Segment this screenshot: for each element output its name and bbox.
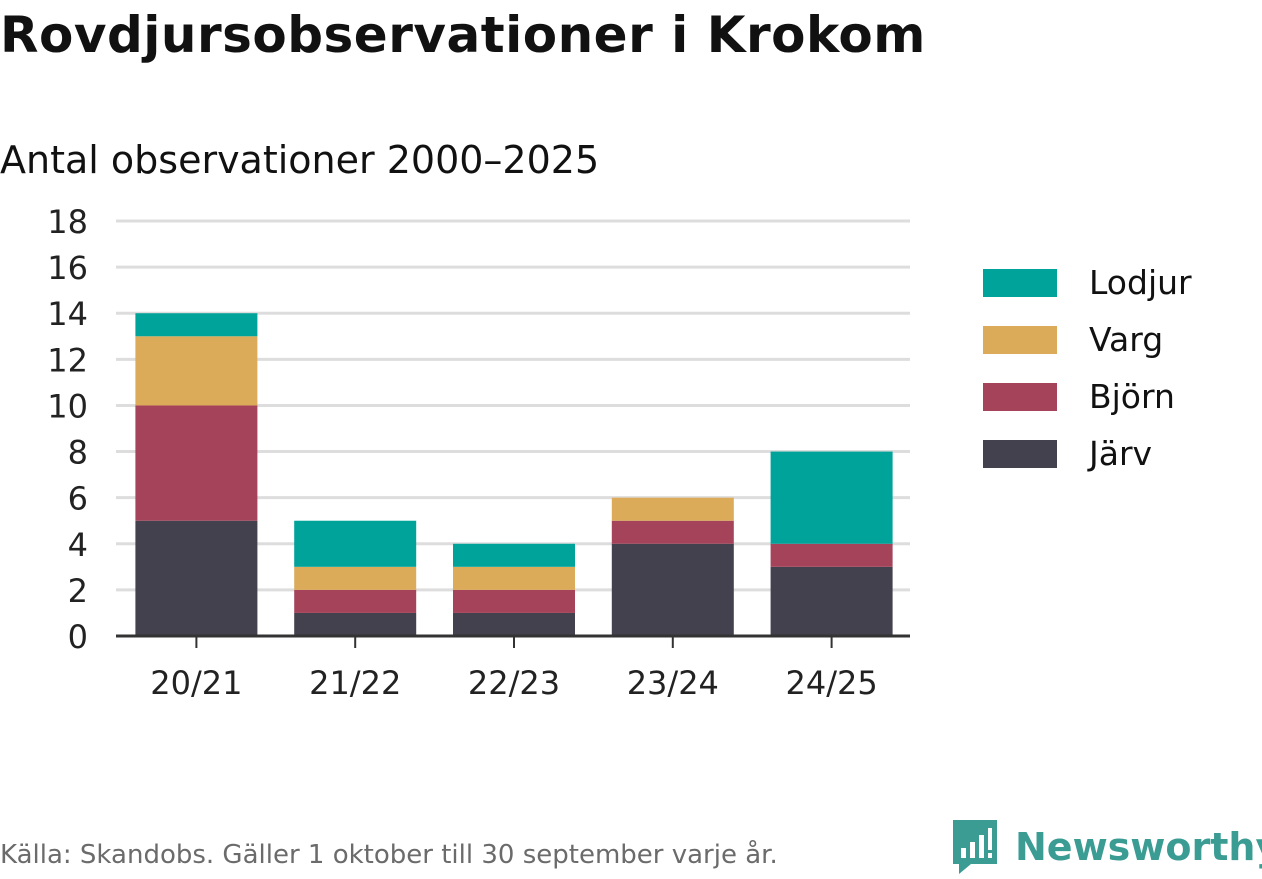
y-tick-label: 16	[47, 249, 88, 287]
y-tick-label: 0	[68, 618, 88, 656]
y-tick-label: 6	[68, 480, 88, 518]
bar-segment-lodjur	[294, 520, 417, 567]
x-tick-label: 24/25	[785, 664, 877, 702]
chart-title: Rovdjursobservationer i Krokom	[0, 6, 926, 64]
stacked-bar-chart: 0 2 4 6 8 10 12 14 16 18 20/21 21/22 22/23 23/24 24/2…	[47, 203, 910, 702]
legend-label: Järv	[1089, 434, 1153, 473]
legend-label: Lodjur	[1089, 263, 1192, 302]
x-tick-label: 23/24	[627, 664, 719, 702]
newsworthy-logo-icon	[953, 820, 997, 874]
bars	[135, 313, 893, 636]
chart-legend: Lodjur Varg Björn Järv	[983, 254, 1192, 482]
chart-subtitle: Antal observationer 2000–2025	[0, 138, 600, 182]
brand-name: Newsworthy	[1015, 825, 1262, 869]
bar-segment-j-rv	[611, 543, 734, 636]
bar-segment-bj-rn	[294, 589, 417, 613]
y-tick-label: 18	[47, 203, 88, 241]
bar-segment-varg	[611, 497, 734, 521]
bar-segment-varg	[135, 336, 258, 406]
bar-segment-j-rv	[135, 520, 258, 636]
y-tick-label: 10	[47, 387, 88, 425]
y-tick-label: 2	[68, 572, 88, 610]
bar-segment-bj-rn	[611, 520, 734, 544]
y-tick-label: 8	[68, 434, 88, 472]
bar-segment-j-rv	[770, 566, 893, 636]
bar-segment-varg	[294, 566, 417, 590]
y-tick-label: 12	[47, 341, 88, 379]
bar-segment-lodjur	[770, 451, 893, 544]
bar-segment-bj-rn	[770, 543, 893, 567]
bar-segment-j-rv	[294, 612, 417, 636]
legend-item: Lodjur	[983, 254, 1192, 311]
bar-segment-bj-rn	[453, 589, 575, 613]
source-note: Källa: Skandobs. Gäller 1 oktober till 3…	[0, 840, 778, 870]
legend-label: Björn	[1089, 377, 1175, 416]
legend-swatch	[983, 382, 1057, 411]
bar-segment-varg	[453, 566, 575, 590]
legend-item: Varg	[983, 311, 1192, 368]
legend-swatch	[983, 439, 1057, 468]
x-axis-ticks: 20/21 21/22 22/23 23/24 24/25	[150, 636, 878, 702]
legend-swatch	[983, 268, 1057, 297]
x-tick-label: 22/23	[468, 664, 560, 702]
legend-swatch	[983, 325, 1057, 354]
legend-item: Järv	[983, 425, 1192, 482]
y-axis-ticks: 0 2 4 6 8 10 12 14 16 18	[47, 203, 88, 656]
bar-segment-lodjur	[135, 313, 258, 337]
legend-label: Varg	[1089, 320, 1164, 359]
x-tick-label: 20/21	[150, 664, 242, 702]
brand-logo: Newsworthy	[951, 818, 1262, 876]
bar-segment-lodjur	[453, 543, 575, 567]
x-tick-label: 21/22	[309, 664, 401, 702]
legend-item: Björn	[983, 368, 1192, 425]
y-tick-label: 4	[68, 526, 88, 564]
y-tick-label: 14	[47, 295, 88, 333]
bar-segment-bj-rn	[135, 405, 258, 521]
bar-segment-j-rv	[453, 612, 575, 636]
